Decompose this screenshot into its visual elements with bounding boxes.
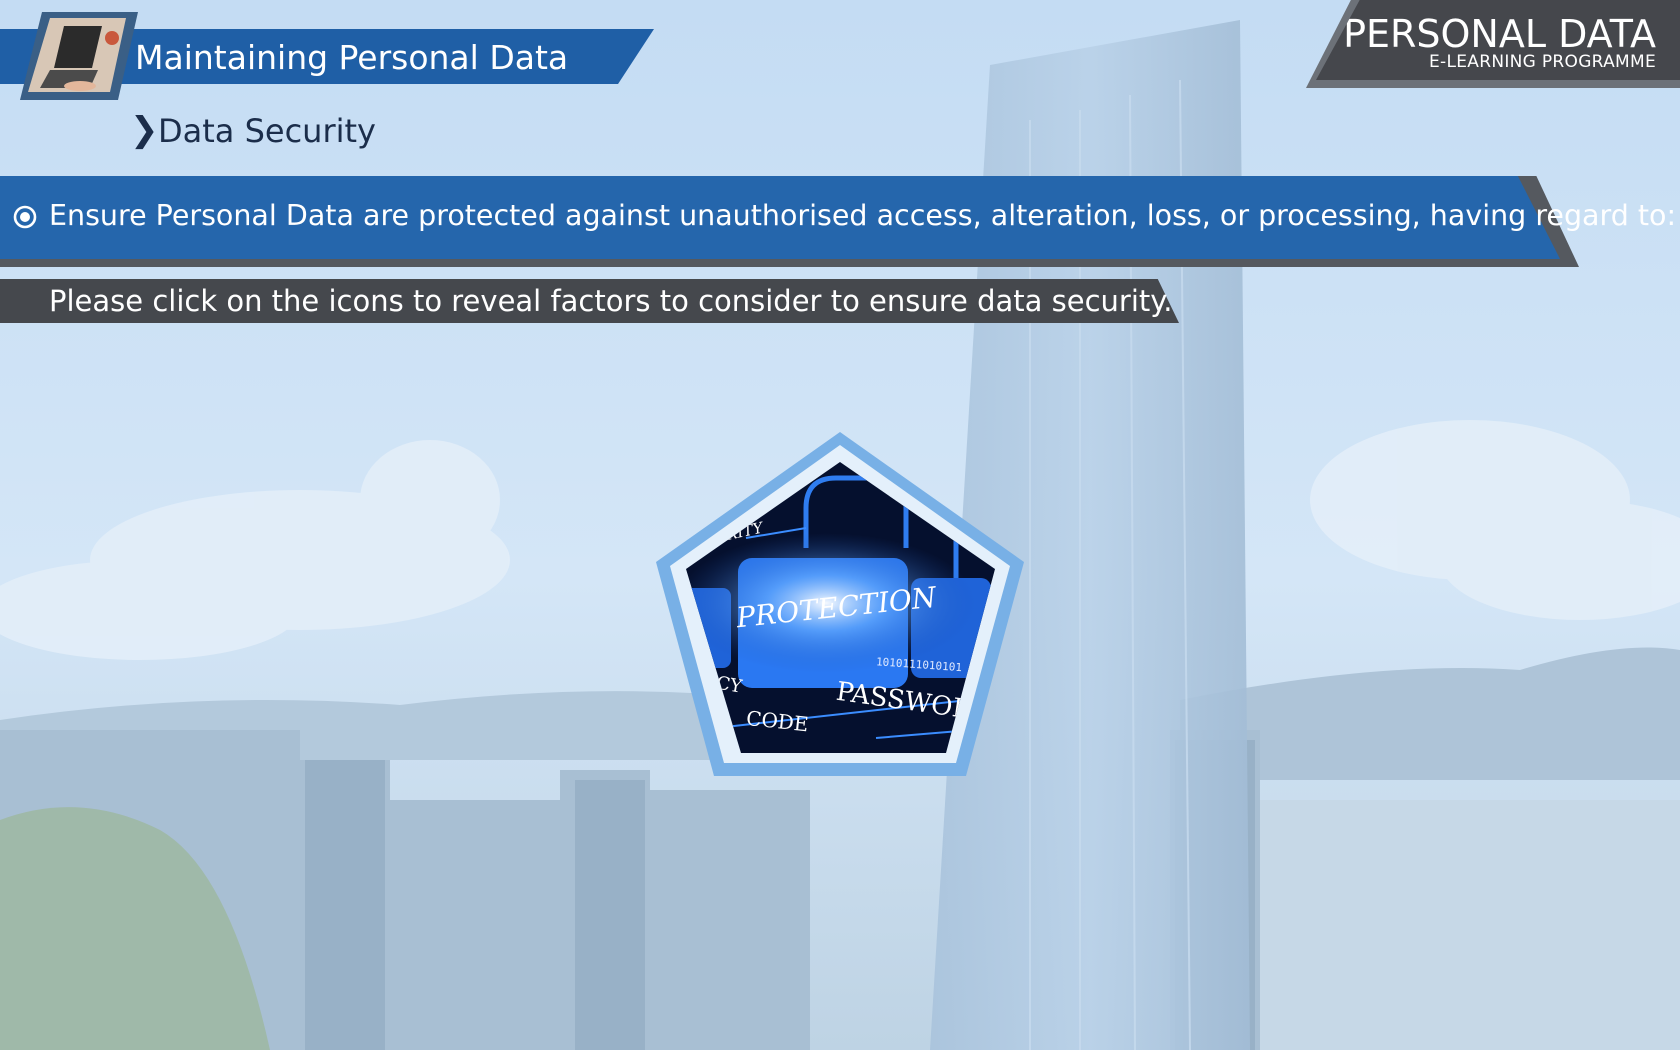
chevron-right-icon: ❯: [130, 110, 159, 150]
radio-bullet-icon: [13, 205, 37, 229]
binary-label: 1010111010101: [876, 655, 963, 674]
section-title: Data Security: [158, 112, 376, 150]
module-title: Maintaining Personal Data: [135, 38, 569, 77]
laptop-photo-icon: [20, 12, 138, 100]
principle-text: Ensure Personal Data are protected again…: [49, 199, 1677, 232]
instruction-text: Please click on the icons to reveal fact…: [49, 284, 1173, 318]
padlock-protection-icon: PROTECTION PASSWOR CODE RITY CY 10101110…: [656, 432, 1024, 776]
instruction-bar: [0, 279, 1179, 323]
principle-bar: [0, 176, 1560, 259]
brand-subtitle: E-LEARNING PROGRAMME: [1429, 52, 1656, 72]
brand-badge: PERSONAL DATA E-LEARNING PROGRAMME: [1316, 0, 1680, 80]
brand-title: PERSONAL DATA: [1343, 12, 1656, 56]
security-icon-button[interactable]: PROTECTION PASSWOR CODE RITY CY 10101110…: [656, 428, 1024, 780]
